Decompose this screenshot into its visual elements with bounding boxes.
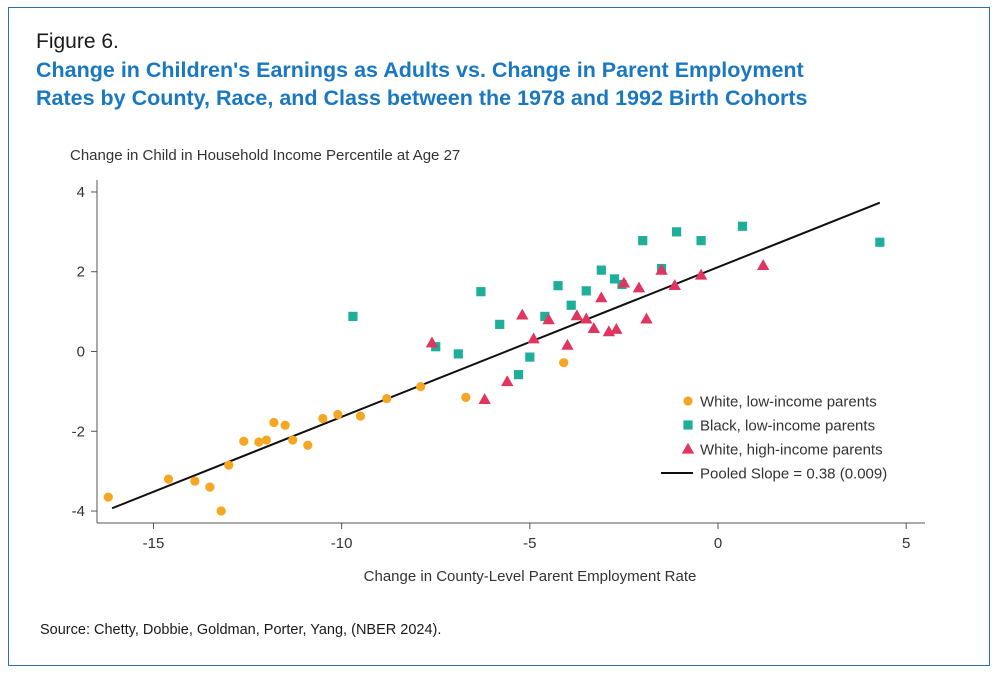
white-high-income-point (610, 322, 623, 334)
black-low-income-point (495, 319, 505, 329)
title-line-2: Rates by County, Race, and Class between… (36, 86, 808, 110)
white-high-income-point (595, 291, 608, 303)
black-low-income-point (638, 236, 648, 246)
x-tick-label: -10 (331, 535, 353, 552)
white-low-income-point (559, 358, 569, 368)
figure-title: Change in Children's Earnings as Adults … (36, 56, 976, 112)
white-low-income-point (461, 392, 471, 402)
white-high-income-point (632, 281, 646, 293)
white-low-income-point (355, 411, 366, 421)
black-low-income-point (476, 287, 486, 297)
legend-label: White, low-income parents (700, 394, 877, 411)
legend: White, low-income parents Black, low-inco… (661, 394, 887, 483)
x-tick-label: -5 (523, 535, 536, 552)
y-tick-label: 4 (77, 184, 85, 201)
legend-label: Black, low-income parents (700, 418, 875, 435)
black-low-income-point (581, 286, 591, 296)
white-low-income-point (318, 413, 328, 424)
white-low-income-point (216, 506, 226, 516)
white-low-income-point (261, 435, 271, 445)
x-tick-label: 5 (902, 535, 910, 552)
black-low-income-point (540, 311, 550, 322)
title-line-1: Change in Children's Earnings as Adults … (36, 58, 804, 82)
white-low-income-point (224, 460, 234, 470)
white-low-income-point (190, 476, 200, 486)
legend-marker (681, 442, 695, 454)
y-tick-label: 0 (77, 344, 85, 361)
black-low-income-point (566, 300, 576, 310)
figure-frame (8, 7, 990, 666)
white-low-income-point (280, 420, 290, 430)
legend-label: Pooled Slope = 0.38 (0.009) (700, 466, 887, 483)
white-high-income-point (478, 393, 491, 405)
white-low-income-point (254, 437, 264, 447)
white-low-income-point (103, 492, 113, 502)
white-high-income-point (655, 263, 668, 275)
legend-label: White, high-income parents (700, 442, 883, 459)
y-tick-label: -2 (72, 423, 85, 440)
white-high-income-point (587, 322, 600, 334)
fit-line-group (111, 201, 881, 510)
y-axis-label: Change in Child in Household Income Perc… (70, 147, 460, 164)
white-high-income-point (501, 375, 514, 387)
x-tick-label: -15 (143, 535, 165, 552)
white-high-income-point (542, 313, 555, 325)
black-low-income-point (696, 236, 706, 246)
black-low-income-point (513, 370, 524, 380)
y-tick-label: -4 (72, 503, 85, 520)
white-low-income-point (205, 482, 215, 492)
legend-marker (683, 420, 693, 430)
source-note: Source: Chetty, Dobbie, Goldman, Porter,… (40, 622, 442, 638)
black-low-income-point (672, 227, 682, 237)
axes: -4 -2 0 2 4 -15 -10 -5 0 5 (72, 180, 925, 552)
white-high-income-point (694, 268, 708, 280)
white-low-income-point (416, 381, 426, 392)
y-tick-label: 2 (77, 264, 85, 281)
figure-label: Figure 6. (36, 30, 119, 53)
black-low-income-point (348, 311, 358, 322)
white-high-income-point (561, 338, 574, 350)
fit-line (111, 201, 881, 510)
black-low-income-point (609, 274, 620, 284)
white-low-income-point (382, 393, 392, 404)
black-low-income-point (553, 281, 563, 291)
white-low-income-point (163, 474, 174, 484)
white-high-income-point (527, 332, 540, 344)
white-low-income-point (239, 436, 249, 446)
white-low-income-point (269, 417, 279, 428)
white-high-income-point (756, 259, 770, 271)
legend-marker (683, 396, 693, 406)
x-tick-label: 0 (714, 535, 722, 552)
white-high-income-point (516, 308, 529, 320)
data-points (103, 221, 885, 516)
white-high-income-point (617, 276, 631, 288)
black-low-income-point (525, 352, 535, 362)
black-low-income-point (737, 221, 748, 231)
black-low-income-point (875, 237, 885, 247)
white-high-income-point (668, 279, 681, 290)
white-low-income-point (303, 440, 313, 450)
black-low-income-point (596, 265, 606, 275)
black-low-income-point (453, 349, 463, 359)
white-high-income-point (425, 336, 439, 348)
white-high-income-point (640, 312, 653, 324)
x-axis-label: Change in County-Level Parent Employment… (364, 568, 697, 585)
white-high-income-point (570, 309, 584, 321)
white-low-income-point (288, 435, 298, 445)
white-high-income-point (580, 312, 593, 324)
white-low-income-point (333, 409, 343, 420)
